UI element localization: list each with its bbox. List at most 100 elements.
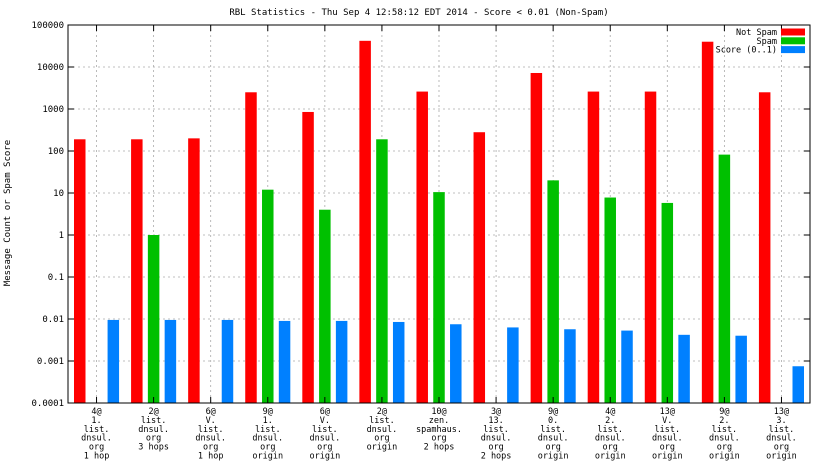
- bar-spam: [661, 202, 674, 403]
- x-tick-label-line: 3.: [776, 416, 786, 426]
- x-tick-label-line: list.: [312, 425, 338, 435]
- bar-spam: [376, 139, 388, 403]
- x-tick-label-line: origin: [309, 452, 340, 462]
- bar-score-0-1: [164, 319, 177, 403]
- bar-score-0-1: [792, 366, 804, 403]
- bar-score-0-1: [678, 334, 690, 403]
- bar-not-spam: [473, 132, 486, 403]
- x-tick-label: 2@ list. dnsul. org 3 hops: [138, 407, 169, 453]
- chart-title: RBL Statistics - Thu Sep 4 12:58:12 EDT …: [229, 8, 608, 18]
- x-tick-label-line: dnsul.: [252, 434, 283, 444]
- x-tick-label-line: org: [146, 434, 161, 444]
- legend-label: Not Spam: [736, 28, 777, 38]
- bar-spam: [262, 189, 274, 403]
- bar-score-0-1: [450, 324, 462, 403]
- bar-not-spam: [131, 139, 143, 403]
- x-tick-label-line: org: [488, 443, 503, 453]
- x-tick-label-line: 2@: [148, 407, 158, 417]
- x-tick-label-line: dnsul.: [81, 434, 112, 444]
- x-tick-label-line: org: [317, 443, 332, 453]
- x-tick-label-line: org: [203, 443, 218, 453]
- bar-score-0-1: [564, 329, 576, 403]
- x-tick-label-line: dnsul.: [138, 425, 169, 435]
- bar-score-0-1: [107, 319, 120, 403]
- y-tick-label: 0.001: [37, 357, 64, 367]
- x-tick-label: 6@ V. list. dnsul. org origin: [309, 407, 340, 462]
- x-tick-label-line: 9@: [263, 407, 273, 417]
- x-tick-label-line: org: [260, 443, 275, 453]
- y-tick-label: 100000: [31, 21, 64, 31]
- bar-spam: [147, 235, 160, 403]
- legend-swatch: [781, 46, 805, 54]
- x-tick-label-line: list.: [141, 416, 167, 426]
- x-tick-label-line: 1 hop: [84, 452, 110, 462]
- x-tick-label-line: 2.: [605, 416, 615, 426]
- x-tick-label-line: 2 hops: [481, 452, 512, 462]
- x-tick-label: 9@ 2. list. dnsul. org origin: [709, 407, 740, 462]
- y-tick-label: 100: [48, 147, 64, 157]
- bar-score-0-1: [392, 321, 405, 403]
- x-tick-label-line: list.: [712, 425, 738, 435]
- x-tick-label-line: 13@: [774, 407, 789, 417]
- bar-not-spam: [587, 91, 600, 404]
- bar-spam: [319, 209, 331, 403]
- x-tick-label-line: 1.: [263, 416, 273, 426]
- x-tick-label-line: origin: [367, 443, 398, 453]
- x-tick-label-line: list.: [769, 425, 795, 435]
- x-tick-label-line: dnsul.: [309, 434, 340, 444]
- x-tick-label-line: org: [89, 443, 104, 453]
- x-tick-label: 10@ zen. spamhaus. org 2 hops: [416, 407, 462, 453]
- x-tick-label-line: org: [545, 443, 560, 453]
- bar-not-spam: [188, 138, 200, 403]
- x-tick-label: 9@ 0. list. dnsul. org origin: [538, 407, 569, 462]
- x-tick-label-line: list.: [84, 425, 110, 435]
- x-tick-label-line: list.: [483, 425, 509, 435]
- bar-spam: [604, 197, 616, 403]
- x-tick-label-line: dnsul.: [595, 434, 626, 444]
- y-tick-label: 0.01: [42, 315, 64, 325]
- bar-not-spam: [74, 139, 86, 403]
- bar-not-spam: [701, 41, 714, 404]
- x-tick-label: 2@ list. dnsul. org origin: [367, 407, 398, 453]
- y-tick-label: 0.0001: [31, 399, 64, 409]
- x-tick-label: 9@ 1. list. dnsul. org origin: [252, 407, 283, 462]
- y-tick-label: 10: [53, 189, 64, 199]
- bar-group: [74, 40, 804, 404]
- x-tick-label-line: dnsul.: [481, 434, 512, 444]
- x-tick-label-line: spamhaus.: [416, 425, 462, 435]
- x-tick-label: 13@ 3. list. dnsul. org origin: [766, 407, 797, 462]
- x-tick-label-line: org: [660, 443, 675, 453]
- y-tick-label: 0.1: [48, 273, 64, 283]
- plot-border: [67, 24, 811, 404]
- bar-not-spam: [359, 40, 371, 404]
- x-tick-label-line: dnsul.: [195, 434, 226, 444]
- x-tick-label-line: origin: [595, 452, 626, 462]
- bar-not-spam: [758, 92, 771, 403]
- x-tick-label-line: origin: [709, 452, 740, 462]
- x-tick-label-line: 6@: [206, 407, 216, 417]
- x-tick-label-line: V.: [206, 416, 216, 426]
- x-tick-label-line: 2.: [719, 416, 729, 426]
- x-tick-label-line: dnsul.: [367, 425, 398, 435]
- legend-swatch: [781, 37, 805, 45]
- x-tick-label-line: list.: [540, 425, 566, 435]
- x-tick-label-line: 1 hop: [198, 452, 224, 462]
- bar-score-0-1: [278, 320, 291, 403]
- bar-spam: [547, 180, 559, 403]
- x-tick-label-line: origin: [252, 452, 283, 462]
- x-tick-label-line: dnsul.: [652, 434, 683, 444]
- bar-score-0-1: [735, 335, 747, 403]
- x-tick-label: 13@ V. list. dnsul. org origin: [652, 407, 683, 462]
- x-tick-label-line: 13.: [488, 416, 503, 426]
- y-tick-label: 1: [59, 231, 64, 241]
- bar-spam: [718, 154, 731, 403]
- x-tick-label-line: dnsul.: [538, 434, 569, 444]
- bar-score-0-1: [221, 319, 234, 403]
- x-tick-label-line: 9@: [719, 407, 729, 417]
- x-tick-label-line: zen.: [429, 416, 449, 426]
- x-tick-label-line: origin: [538, 452, 569, 462]
- x-tick-label-line: list.: [255, 425, 281, 435]
